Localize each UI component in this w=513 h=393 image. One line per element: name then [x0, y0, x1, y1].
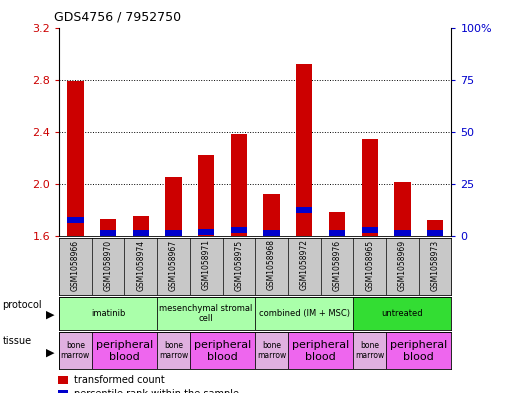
Text: GSM1058967: GSM1058967: [169, 239, 178, 290]
Text: GSM1058970: GSM1058970: [104, 239, 112, 290]
Text: GSM1058969: GSM1058969: [398, 239, 407, 290]
Text: GSM1058974: GSM1058974: [136, 239, 145, 290]
Bar: [394, 182, 410, 236]
Text: bone
marrow: bone marrow: [61, 341, 90, 360]
Text: peripheral
blood: peripheral blood: [292, 340, 349, 362]
Bar: [59, 297, 157, 330]
Text: GSM1058968: GSM1058968: [267, 239, 276, 290]
Bar: [353, 297, 451, 330]
Bar: [386, 332, 451, 369]
Text: bone
marrow: bone marrow: [355, 341, 384, 360]
Text: untreated: untreated: [382, 309, 423, 318]
Text: combined (IM + MSC): combined (IM + MSC): [259, 309, 350, 318]
Text: transformed count: transformed count: [74, 375, 165, 385]
Bar: [190, 332, 255, 369]
Text: peripheral
blood: peripheral blood: [390, 340, 447, 362]
Text: ▶: ▶: [46, 310, 55, 320]
Bar: [263, 230, 280, 236]
Text: tissue: tissue: [3, 336, 32, 346]
Text: protocol: protocol: [3, 300, 42, 310]
Bar: [353, 332, 386, 369]
Bar: [157, 297, 255, 330]
Bar: [198, 155, 214, 236]
Bar: [231, 227, 247, 233]
Text: peripheral
blood: peripheral blood: [96, 340, 153, 362]
Text: percentile rank within the sample: percentile rank within the sample: [74, 389, 239, 393]
Bar: [100, 230, 116, 236]
Bar: [427, 230, 443, 236]
Bar: [92, 332, 157, 369]
Text: GSM1058975: GSM1058975: [234, 239, 243, 290]
Bar: [58, 376, 68, 384]
Bar: [255, 297, 353, 330]
Bar: [132, 216, 149, 236]
Text: GSM1058976: GSM1058976: [332, 239, 342, 290]
Text: bone
marrow: bone marrow: [159, 341, 188, 360]
Text: GDS4756 / 7952750: GDS4756 / 7952750: [54, 11, 181, 24]
Bar: [296, 64, 312, 236]
Bar: [67, 81, 84, 236]
Bar: [394, 230, 410, 236]
Text: imatinib: imatinib: [91, 309, 125, 318]
Text: GSM1058973: GSM1058973: [430, 239, 440, 290]
Text: peripheral
blood: peripheral blood: [194, 340, 251, 362]
Bar: [255, 332, 288, 369]
Bar: [100, 219, 116, 236]
Text: mesenchymal stromal
cell: mesenchymal stromal cell: [160, 304, 253, 323]
Bar: [263, 194, 280, 236]
Bar: [165, 177, 182, 236]
Text: GSM1058971: GSM1058971: [202, 239, 211, 290]
Text: GSM1058966: GSM1058966: [71, 239, 80, 290]
Bar: [198, 229, 214, 235]
Bar: [329, 212, 345, 236]
Text: GSM1058965: GSM1058965: [365, 239, 374, 290]
Bar: [427, 220, 443, 236]
Bar: [362, 227, 378, 233]
Bar: [157, 332, 190, 369]
Bar: [362, 140, 378, 236]
Bar: [296, 207, 312, 213]
Bar: [67, 217, 84, 224]
Bar: [165, 230, 182, 236]
Bar: [288, 332, 353, 369]
Text: ▶: ▶: [46, 348, 55, 358]
Bar: [132, 230, 149, 236]
Bar: [59, 332, 92, 369]
Bar: [231, 134, 247, 236]
Bar: [58, 390, 68, 393]
Bar: [329, 230, 345, 236]
Text: GSM1058972: GSM1058972: [300, 239, 309, 290]
Text: bone
marrow: bone marrow: [257, 341, 286, 360]
